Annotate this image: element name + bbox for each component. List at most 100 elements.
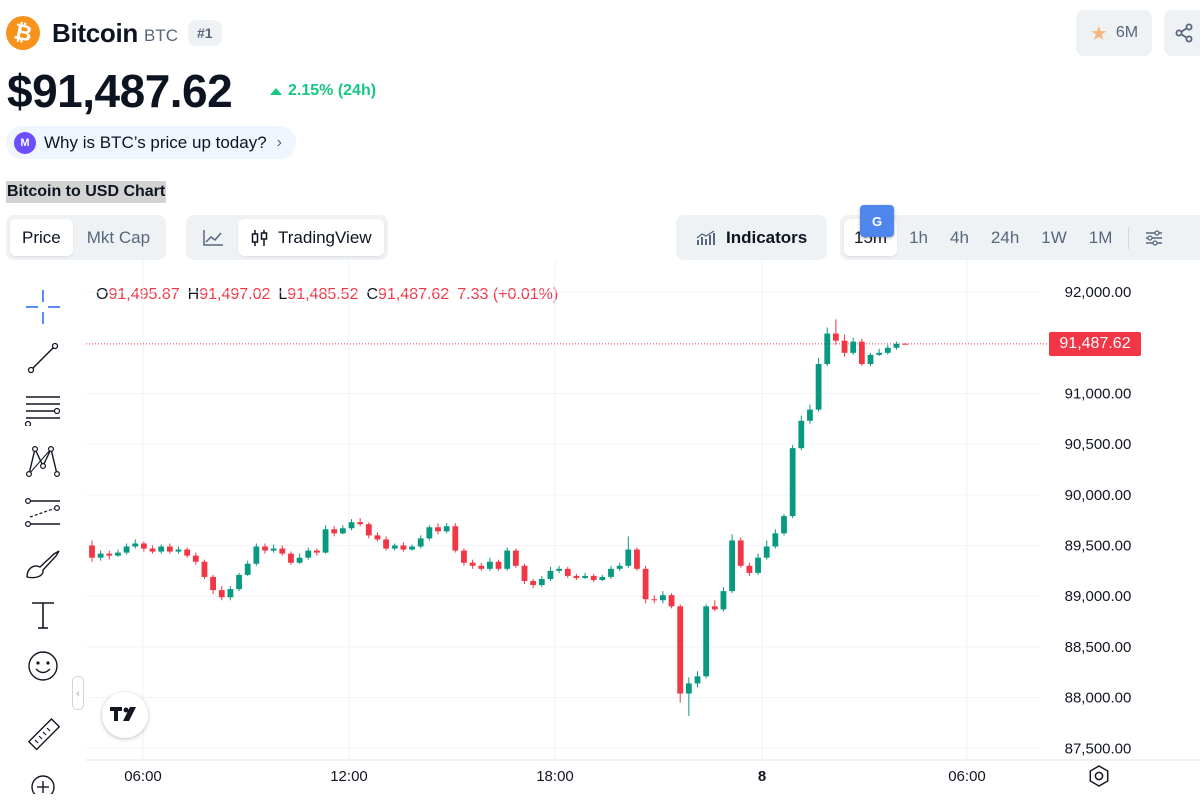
- y-tick-label: 87,500.00: [1065, 740, 1132, 757]
- candle: [694, 671, 701, 688]
- candle: [348, 519, 355, 531]
- candle: [357, 518, 364, 527]
- crosshair-icon: [26, 290, 60, 324]
- candle: [158, 544, 165, 554]
- candle: [184, 547, 191, 558]
- price-chart[interactable]: 92,000.00 91,000.00 90,500.00 90,000.00 89,5…: [0, 260, 1200, 803]
- candle: [435, 523, 441, 535]
- why-price-up-button[interactable]: M Why is BTC’s price up today? ›: [6, 126, 296, 159]
- ruler-icon: [27, 718, 61, 751]
- watchlist-button[interactable]: ★ 6M: [1076, 10, 1152, 56]
- candle: [599, 574, 606, 581]
- candle: [244, 560, 251, 576]
- metric-tabs: Price Mkt Cap: [6, 215, 167, 260]
- candle: [530, 578, 537, 589]
- candle: [106, 550, 113, 560]
- candle: [288, 551, 294, 565]
- gear-icon[interactable]: [1087, 764, 1111, 788]
- trendline-tool[interactable]: [18, 338, 68, 378]
- emoji-tool[interactable]: [18, 646, 68, 686]
- chevron-right-icon: ›: [276, 133, 282, 151]
- coin-symbol: BTC: [144, 26, 179, 45]
- candle: [668, 593, 675, 609]
- chart-settings-button[interactable]: [1135, 219, 1173, 256]
- x-tick-label: 8: [758, 768, 766, 785]
- zoom-tool[interactable]: [18, 772, 68, 794]
- zoom-in-icon: [31, 775, 55, 794]
- candle: [192, 552, 199, 565]
- tab-interval-4h[interactable]: 4h: [950, 227, 969, 247]
- ruler-tool[interactable]: [18, 716, 68, 756]
- tab-line-chart[interactable]: [190, 219, 236, 256]
- tab-interval-1w[interactable]: 1W: [1041, 227, 1067, 247]
- tab-mkt-cap[interactable]: Mkt Cap: [86, 227, 151, 247]
- pattern-tool[interactable]: [18, 441, 68, 481]
- tab-price[interactable]: Price: [10, 219, 73, 256]
- tab-interval-24h[interactable]: 24h: [990, 227, 1020, 247]
- y-tick-label: 92,000.00: [1065, 284, 1132, 301]
- candle: [512, 548, 519, 568]
- candle: [210, 574, 216, 595]
- candle: [789, 445, 796, 519]
- ohlc-legend: O91,495.87 H91,497.02 L91,485.52 C91,487…: [96, 286, 558, 304]
- candle: [89, 540, 95, 562]
- candle: [893, 341, 900, 350]
- x-tick-label: 06:00: [948, 768, 986, 785]
- candle: [824, 327, 831, 367]
- candle: [262, 543, 268, 554]
- crosshair-tool[interactable]: [18, 287, 68, 327]
- candle: [634, 547, 640, 571]
- ohlc-change: 7.33 (+0.01%): [457, 286, 559, 303]
- y-tick-label: 90,000.00: [1065, 487, 1132, 504]
- x-tick-label: 18:00: [536, 768, 574, 785]
- tab-tradingview[interactable]: TradingView: [238, 219, 384, 256]
- candle: [452, 523, 459, 553]
- collapse-toolbar-button[interactable]: ‹: [72, 676, 84, 710]
- candle: [850, 337, 857, 355]
- fib-tool[interactable]: [18, 390, 68, 430]
- candle: [374, 532, 381, 542]
- prediction-tool[interactable]: [18, 493, 68, 533]
- candles-icon: [251, 229, 268, 246]
- candle: [504, 547, 511, 571]
- brush-tool[interactable]: [18, 544, 68, 584]
- tradingview-label: TradingView: [278, 227, 372, 247]
- candle: [651, 595, 658, 604]
- why-price-label: Why is BTC’s price up today?: [44, 132, 267, 152]
- candle: [227, 586, 234, 601]
- candle: [772, 529, 779, 549]
- candle: [642, 565, 649, 604]
- coin-name: Bitcoin: [52, 17, 139, 48]
- candle: [858, 338, 865, 367]
- candle: [547, 566, 554, 581]
- candle: [815, 357, 822, 412]
- x-tick-label: 06:00: [124, 768, 162, 785]
- bitcoin-logo-icon: ₿: [6, 16, 40, 50]
- watchlist-count: 6M: [1115, 24, 1139, 41]
- candle: [616, 562, 623, 571]
- candle: [755, 553, 761, 575]
- candle: [737, 537, 744, 568]
- candle: [296, 553, 303, 564]
- divider: [1128, 226, 1130, 249]
- candle: [685, 677, 692, 716]
- tab-interval-1h[interactable]: 1h: [909, 227, 928, 247]
- candle: [556, 565, 562, 573]
- candle: [443, 523, 450, 534]
- candle: [141, 541, 147, 552]
- share-icon: [1175, 23, 1193, 43]
- candle: [469, 559, 476, 569]
- translate-icon[interactable]: G: [860, 205, 894, 237]
- candle: [833, 319, 839, 345]
- share-button[interactable]: [1164, 10, 1200, 56]
- candle: [573, 573, 580, 580]
- text-tool[interactable]: [18, 595, 68, 635]
- y-tick-label: 90,500.00: [1065, 436, 1132, 453]
- candle: [391, 543, 398, 551]
- tab-interval-1m[interactable]: 1M: [1088, 227, 1113, 247]
- tradingview-logo-icon[interactable]: [102, 692, 148, 738]
- indicators-button[interactable]: Indicators: [676, 215, 828, 260]
- candle: [305, 547, 312, 560]
- indicators-label: Indicators: [726, 227, 808, 247]
- candle: [703, 604, 710, 679]
